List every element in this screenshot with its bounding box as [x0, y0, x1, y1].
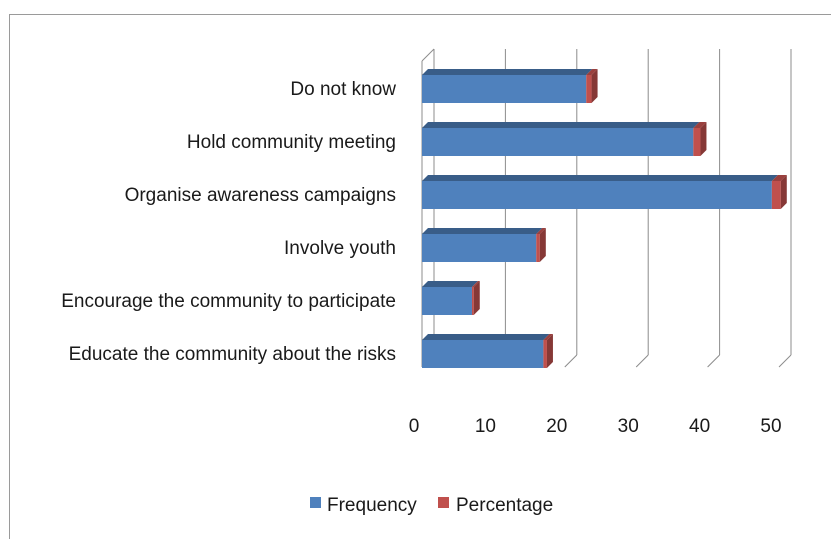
- legend: Frequency Percentage: [310, 495, 553, 516]
- gridline-floor: [778, 354, 792, 368]
- bar-frequency: [422, 128, 694, 156]
- bar-percentage: [536, 234, 540, 262]
- bar-percentage-side: [546, 334, 553, 368]
- legend-swatch-frequency: [310, 497, 321, 508]
- axis-left-wall-top: [421, 48, 435, 62]
- x-tick-label: 0: [409, 416, 420, 437]
- bar-percentage-top: [771, 175, 787, 181]
- x-tick-label: 40: [689, 416, 710, 437]
- category-label: Do not know: [290, 79, 396, 100]
- bar-percentage-side: [780, 175, 787, 209]
- category-label: Organise awareness campaigns: [125, 185, 396, 206]
- bar-percentage-top: [536, 228, 546, 234]
- gridline-floor: [707, 354, 720, 368]
- bar-frequency-top: [422, 334, 550, 340]
- x-axis-ticks: 0 10 20 30 40 50: [409, 416, 782, 437]
- bar-percentage-top: [471, 281, 480, 287]
- bar-percentage: [586, 75, 592, 103]
- bar-frequency-top: [422, 175, 778, 181]
- bar-percentage-top: [543, 334, 553, 340]
- bar-percentage-side: [591, 69, 598, 103]
- x-tick-label: 10: [475, 416, 496, 437]
- category-label: Hold community meeting: [187, 132, 396, 153]
- category-label: Encourage the community to participate: [61, 291, 396, 312]
- gridline-floor: [564, 354, 578, 368]
- bar-frequency-top: [422, 281, 478, 287]
- category-label: Involve youth: [284, 238, 396, 259]
- category-label: Educate the community about the risks: [69, 344, 396, 365]
- category-labels: Do not know Hold community meeting Organis…: [61, 79, 396, 365]
- bars: [422, 69, 787, 368]
- bar-percentage-side: [539, 228, 546, 262]
- bar-percentage: [471, 287, 474, 315]
- bar-percentage: [771, 181, 781, 209]
- x-tick-label: 20: [546, 416, 567, 437]
- bar-frequency: [422, 75, 587, 103]
- gridline-floor: [635, 354, 649, 368]
- legend-swatch-percentage: [438, 497, 449, 508]
- bar-frequency-top: [422, 122, 700, 128]
- x-tick-label: 50: [760, 416, 781, 437]
- bar-frequency-top: [422, 69, 593, 75]
- x-tick-label: 30: [618, 416, 639, 437]
- bar-frequency: [422, 234, 537, 262]
- bar-percentage-side: [473, 281, 480, 315]
- bar-frequency: [422, 340, 544, 368]
- bar-percentage: [543, 340, 547, 368]
- bar-percentage: [693, 128, 701, 156]
- legend-label-frequency: Frequency: [327, 495, 417, 516]
- chart-frame: [9, 14, 831, 539]
- bar-percentage-top: [693, 122, 707, 128]
- legend-label-percentage: Percentage: [456, 495, 553, 516]
- bar-frequency-top: [422, 228, 543, 234]
- bar-frequency: [422, 287, 472, 315]
- bar-percentage-top: [586, 69, 598, 75]
- bar-percentage-side: [700, 122, 707, 156]
- bar-frequency: [422, 181, 772, 209]
